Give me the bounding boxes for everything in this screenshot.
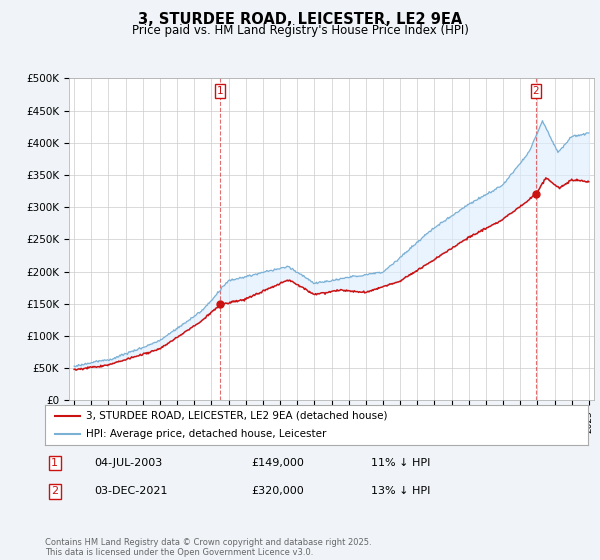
Text: 1: 1 [51,458,58,468]
Text: 2: 2 [51,487,58,497]
Text: 3, STURDEE ROAD, LEICESTER, LE2 9EA: 3, STURDEE ROAD, LEICESTER, LE2 9EA [138,12,462,27]
Text: 11% ↓ HPI: 11% ↓ HPI [371,458,430,468]
Text: £149,000: £149,000 [251,458,304,468]
Text: 13% ↓ HPI: 13% ↓ HPI [371,487,430,497]
Text: £320,000: £320,000 [251,487,304,497]
Text: Price paid vs. HM Land Registry's House Price Index (HPI): Price paid vs. HM Land Registry's House … [131,24,469,36]
Text: 2: 2 [533,86,539,96]
Text: 3, STURDEE ROAD, LEICESTER, LE2 9EA (detached house): 3, STURDEE ROAD, LEICESTER, LE2 9EA (det… [86,411,387,421]
Text: 1: 1 [217,86,223,96]
Text: 04-JUL-2003: 04-JUL-2003 [94,458,162,468]
Text: Contains HM Land Registry data © Crown copyright and database right 2025.
This d: Contains HM Land Registry data © Crown c… [45,538,371,557]
Text: HPI: Average price, detached house, Leicester: HPI: Average price, detached house, Leic… [86,430,326,439]
Text: 03-DEC-2021: 03-DEC-2021 [94,487,167,497]
